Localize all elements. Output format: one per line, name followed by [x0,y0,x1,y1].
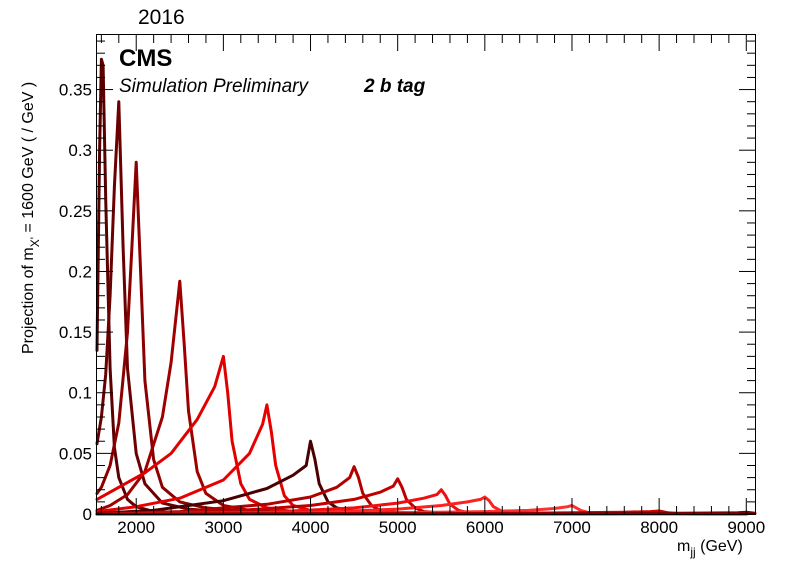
year-label: 2016 [138,6,185,29]
cms-label: CMS [119,45,172,72]
x-tick-label: 8000 [640,518,678,537]
y-axis: 0 0.05 0.1 0.15 0.2 0.25 0.3 0.35 [59,40,755,524]
x-tick-label: 2000 [117,518,155,537]
series-line-4 [95,279,748,516]
simulation-preliminary-label: Simulation Preliminary [119,76,310,97]
y-axis-title-main: Projection of m [20,247,37,354]
x-tick-label: 7000 [553,518,591,537]
x-axis-title: mjj (GeV) [677,538,743,559]
x-axis-title-main: m [677,538,690,555]
x-tick-label: 5000 [379,518,417,537]
y-tick-label: 0.3 [68,141,92,160]
y-axis-title-sub: X' [28,237,42,247]
y-tick-label: 0.25 [59,202,92,221]
series-line-14 [95,510,757,516]
x-axis-title-unit: (GeV) [696,538,743,555]
y-axis-title: Projection of mX' = 1600 GeV ( / GeV ) [20,82,42,354]
x-tick-label: 9000 [727,518,765,537]
x-axis: 2000 3000 4000 5000 6000 7000 8000 9000 [100,35,765,537]
curves-group [95,57,757,516]
y-tick-label: 0.15 [59,323,92,342]
plot-frame [96,34,756,515]
y-tick-label: 0.1 [68,384,92,403]
btag-category-label: 2 b tag [363,76,426,97]
x-axis-title-sub: jj [689,545,695,559]
y-axis-title-rest: = 1600 GeV ( / GeV ) [20,82,37,237]
y-tick-label: 0.05 [59,444,92,463]
series-line-5 [95,354,748,516]
y-tick-label: 0.35 [59,81,92,100]
y-tick-label: 0 [83,505,92,524]
x-tick-label: 6000 [466,518,504,537]
x-tick-label: 3000 [204,518,242,537]
x-tick-label: 4000 [292,518,330,537]
y-tick-label: 0.2 [68,262,92,281]
